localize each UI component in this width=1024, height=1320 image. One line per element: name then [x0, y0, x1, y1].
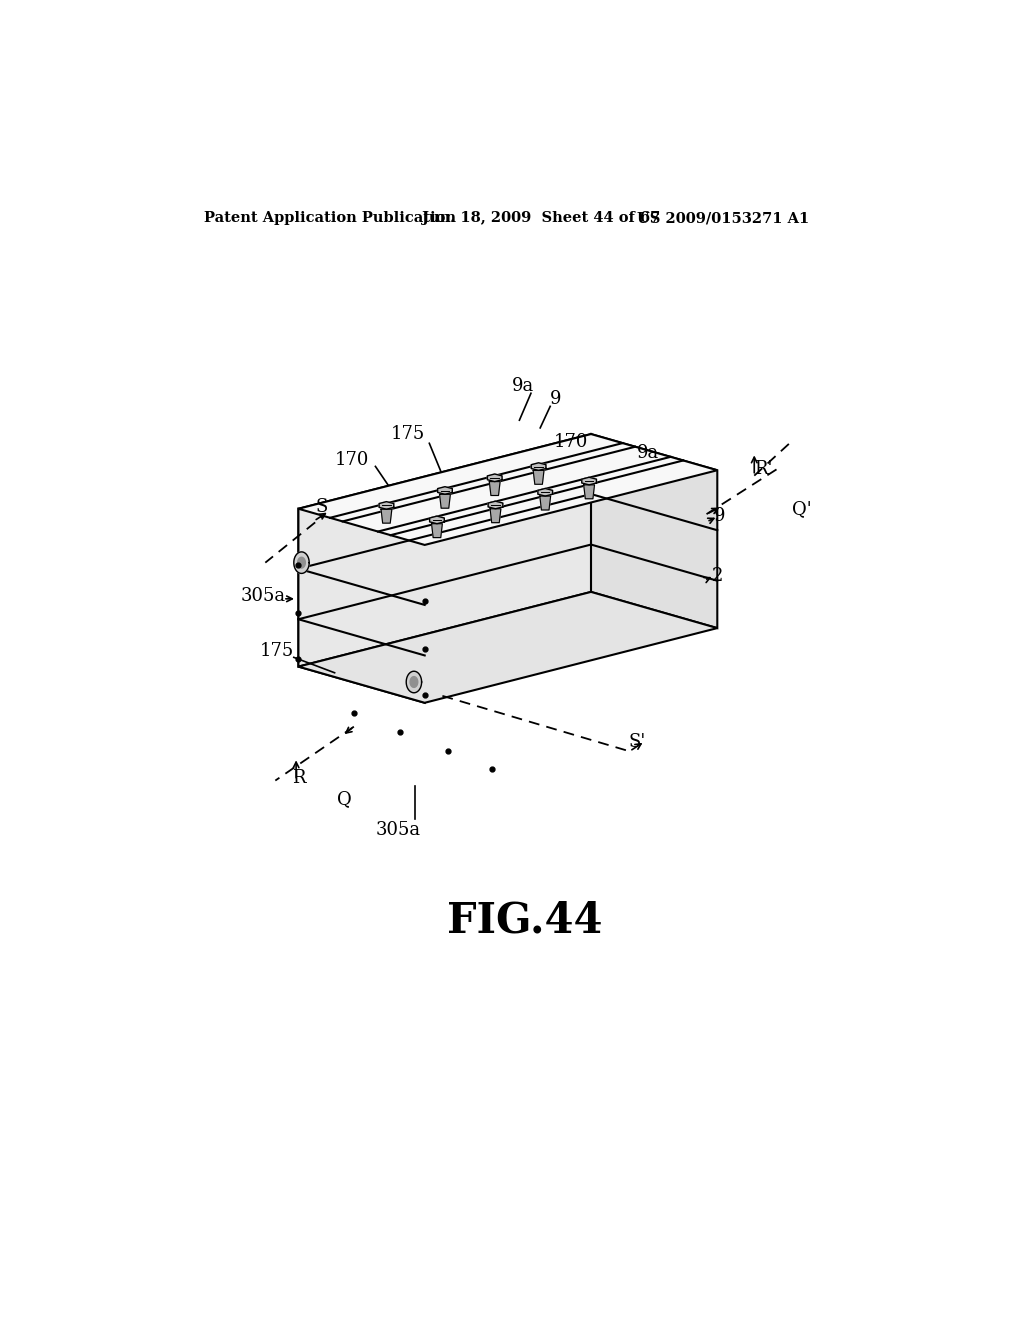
- Polygon shape: [488, 502, 503, 508]
- Polygon shape: [490, 508, 501, 523]
- Polygon shape: [298, 557, 305, 568]
- Text: 9: 9: [550, 389, 561, 408]
- Polygon shape: [584, 484, 595, 499]
- Polygon shape: [298, 434, 717, 545]
- Polygon shape: [591, 434, 717, 628]
- Polygon shape: [430, 516, 444, 524]
- Polygon shape: [298, 591, 717, 702]
- Polygon shape: [294, 552, 309, 573]
- Polygon shape: [439, 494, 451, 508]
- Polygon shape: [381, 510, 392, 523]
- Polygon shape: [582, 478, 596, 484]
- Text: S': S': [629, 733, 646, 751]
- Text: US 2009/0153271 A1: US 2009/0153271 A1: [637, 211, 809, 226]
- Text: S: S: [315, 498, 328, 516]
- Polygon shape: [540, 496, 551, 510]
- Polygon shape: [410, 677, 418, 688]
- Text: 305a: 305a: [241, 587, 286, 605]
- Polygon shape: [437, 487, 453, 494]
- Polygon shape: [487, 474, 502, 482]
- Text: 2: 2: [712, 566, 723, 585]
- Text: 9: 9: [714, 507, 725, 525]
- Text: Q': Q': [793, 500, 812, 517]
- Polygon shape: [379, 502, 394, 510]
- Text: 170: 170: [335, 451, 370, 469]
- Text: Patent Application Publication: Patent Application Publication: [204, 211, 456, 226]
- Text: 170: 170: [554, 433, 588, 450]
- Text: Q: Q: [337, 791, 352, 808]
- Text: Jun. 18, 2009  Sheet 44 of 67: Jun. 18, 2009 Sheet 44 of 67: [422, 211, 659, 226]
- Text: 9a: 9a: [512, 376, 535, 395]
- Polygon shape: [538, 488, 553, 496]
- Text: 9a: 9a: [637, 444, 659, 462]
- Polygon shape: [531, 463, 546, 470]
- Text: 175: 175: [390, 425, 425, 444]
- Polygon shape: [431, 524, 442, 537]
- Polygon shape: [534, 470, 544, 484]
- Polygon shape: [407, 672, 422, 693]
- Polygon shape: [298, 434, 591, 667]
- Text: 305a: 305a: [376, 821, 421, 838]
- Polygon shape: [489, 482, 500, 495]
- Text: FIG.44: FIG.44: [447, 900, 602, 941]
- Text: R: R: [292, 770, 305, 787]
- Polygon shape: [298, 508, 425, 702]
- Text: R': R': [755, 459, 773, 478]
- Text: 175: 175: [260, 643, 294, 660]
